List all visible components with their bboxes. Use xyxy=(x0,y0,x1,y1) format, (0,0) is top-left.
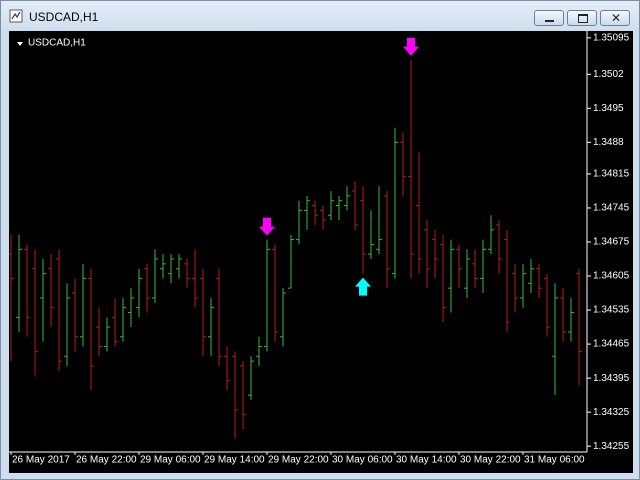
x-tick-label: 29 May 06:00 xyxy=(140,455,201,466)
y-tick-label: 1.34255 xyxy=(593,441,630,452)
signal-arrow xyxy=(259,217,275,236)
y-tick-label: 1.34675 xyxy=(593,237,630,248)
x-tick-label: 29 May 22:00 xyxy=(268,455,329,466)
y-tick-label: 1.3488 xyxy=(593,137,624,148)
y-tick-label: 1.3495 xyxy=(593,103,624,114)
window-title: USDCAD,H1 xyxy=(29,10,99,24)
signal-arrow xyxy=(355,277,371,296)
x-tick-label: 26 May 22:00 xyxy=(76,455,137,466)
chart-background xyxy=(9,31,633,473)
x-tick-label: 29 May 14:00 xyxy=(204,455,265,466)
x-tick-label: 26 May 2017 xyxy=(12,455,70,466)
y-tick-label: 1.34325 xyxy=(593,407,630,418)
x-tick-label: 30 May 22:00 xyxy=(460,455,521,466)
x-tick-label: 31 May 06:00 xyxy=(524,455,585,466)
x-tick-label: 30 May 06:00 xyxy=(332,455,393,466)
y-tick-label: 1.35095 xyxy=(593,32,630,43)
y-tick-label: 1.34745 xyxy=(593,203,630,214)
signal-arrow xyxy=(403,37,419,56)
minimize-button[interactable] xyxy=(534,10,564,26)
chart: USDCAD,H1 1.35095 1.3502 1.3495 1.3488 1.348… xyxy=(9,31,633,473)
y-tick-label: 1.3502 xyxy=(593,69,624,80)
chart-title: USDCAD,H1 xyxy=(28,38,86,49)
y-tick-label: 1.34815 xyxy=(593,169,630,180)
x-tick-label: 30 May 14:00 xyxy=(396,455,457,466)
y-tick-label: 1.34465 xyxy=(593,339,630,350)
title-bar: USDCAD,H1 ✕ xyxy=(1,1,639,31)
window-icon xyxy=(9,9,23,23)
y-tick-label: 1.34605 xyxy=(593,271,630,282)
y-tick-label: 1.34395 xyxy=(593,373,630,384)
close-button[interactable]: ✕ xyxy=(600,10,630,26)
y-tick-label: 1.34535 xyxy=(593,305,630,316)
chart-label-triangle xyxy=(17,42,23,46)
restore-button[interactable] xyxy=(567,10,597,26)
